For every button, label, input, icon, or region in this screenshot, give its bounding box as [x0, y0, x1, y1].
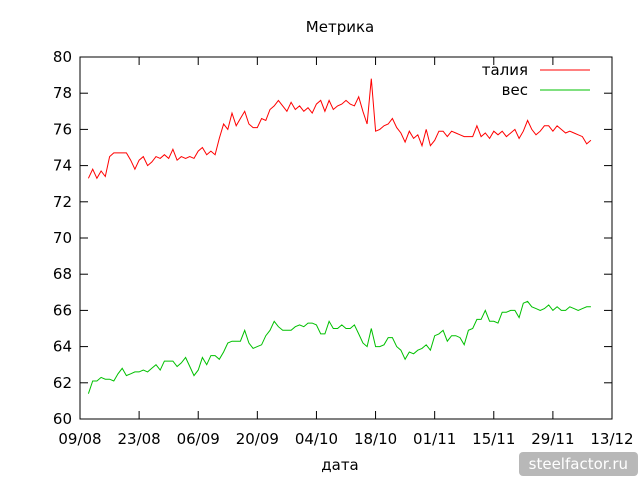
- x-tick-label: 15/11: [472, 430, 515, 448]
- y-tick-label: 64: [53, 338, 72, 356]
- y-tick-label: 60: [53, 410, 72, 428]
- x-axis: 09/08 23/08 06/09 20/09 04/10 18/10 01/11 15/11…: [58, 57, 634, 448]
- y-tick-label: 78: [53, 84, 72, 102]
- watermark-badge: steelfactor.ru: [518, 452, 638, 476]
- y-tick-label: 70: [53, 229, 72, 247]
- x-axis-label: дата: [321, 456, 359, 474]
- x-tick-label: 01/11: [413, 430, 456, 448]
- series-line-0: [87, 78, 592, 180]
- y-axis: 60 62 64 66 68 70 72 74 76 78 80: [53, 48, 612, 428]
- plot-frame: [79, 56, 613, 420]
- x-tick-label: 04/10: [295, 430, 338, 448]
- y-tick-label: 68: [53, 265, 72, 283]
- x-tick-label: 23/08: [117, 430, 160, 448]
- series-lines: [87, 78, 592, 394]
- y-tick-label: 80: [53, 48, 72, 66]
- y-tick-label: 62: [53, 374, 72, 392]
- x-tick-label: 29/11: [531, 430, 574, 448]
- x-tick-label: 18/10: [354, 430, 397, 448]
- y-tick-label: 74: [53, 157, 72, 175]
- legend: талия вес: [482, 61, 590, 99]
- y-tick-label: 72: [53, 193, 72, 211]
- legend-label: вес: [502, 81, 528, 99]
- x-tick-label: 20/09: [236, 430, 279, 448]
- series-line-1: [87, 300, 591, 394]
- chart-title: Метрика: [306, 18, 374, 36]
- x-tick-label: 13/12: [590, 430, 633, 448]
- x-tick-label: 09/08: [58, 430, 101, 448]
- legend-label: талия: [482, 61, 528, 79]
- y-tick-label: 66: [53, 301, 72, 319]
- x-tick-label: 06/09: [177, 430, 220, 448]
- y-tick-label: 76: [53, 120, 72, 138]
